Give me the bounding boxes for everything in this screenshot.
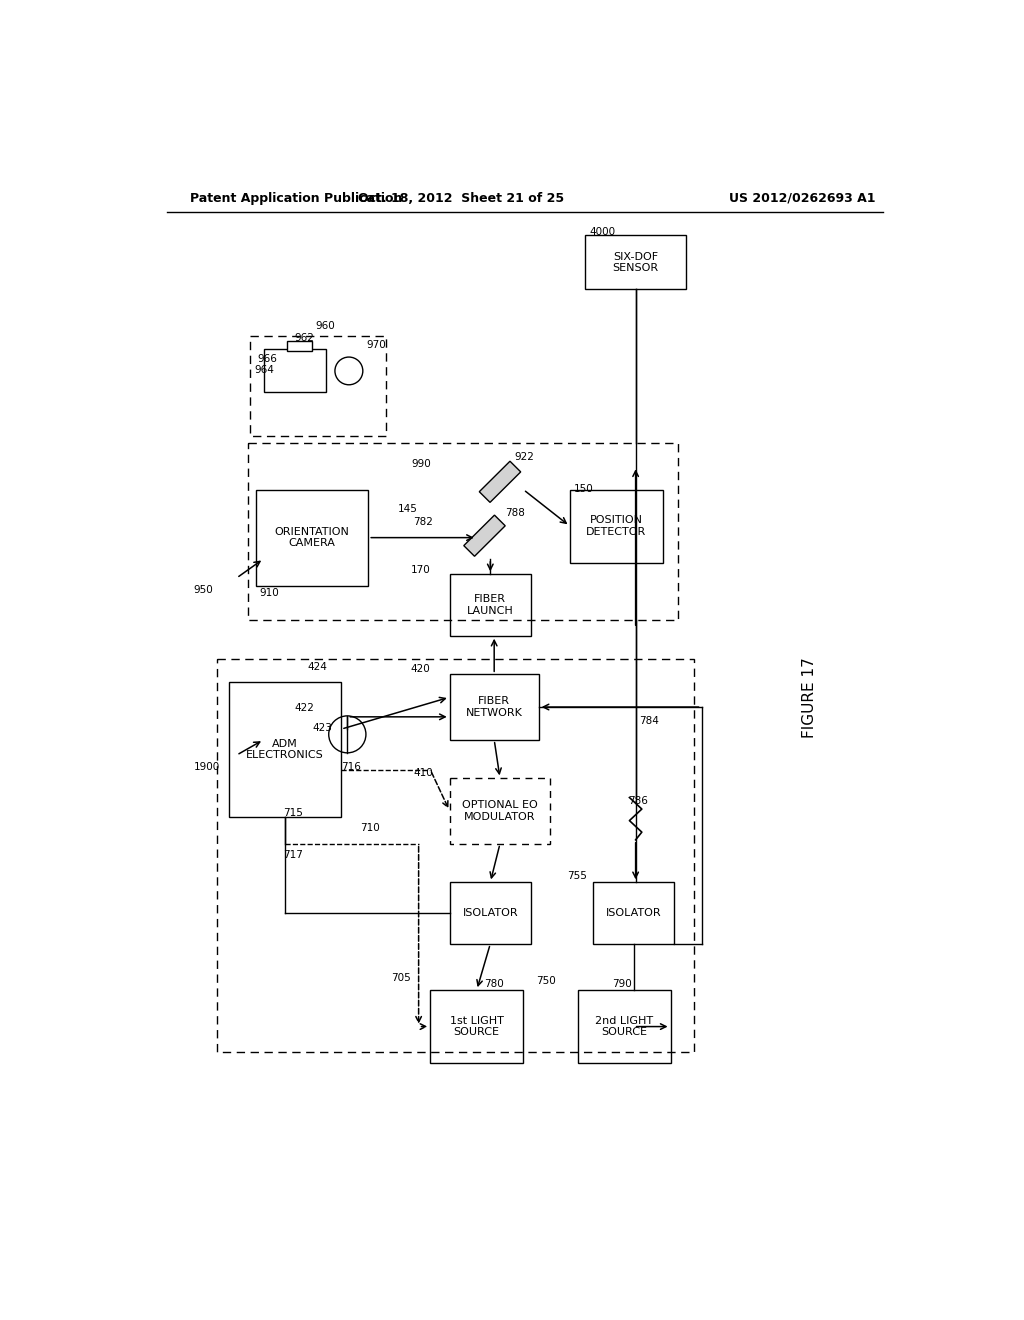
Text: Oct. 18, 2012  Sheet 21 of 25: Oct. 18, 2012 Sheet 21 of 25 [358,191,564,205]
Bar [248,444,678,620]
Text: 910: 910 [260,589,280,598]
Text: 705: 705 [391,973,412,983]
Text: 145: 145 [397,504,418,513]
Text: 966: 966 [257,354,278,363]
Text: 2nd LIGHT
SOURCE: 2nd LIGHT SOURCE [595,1016,653,1038]
Bar [256,490,369,586]
Text: 710: 710 [360,824,380,833]
Text: 964: 964 [254,366,274,375]
Text: 4000: 4000 [589,227,615,236]
Text: 170: 170 [411,565,431,576]
Bar [479,461,521,503]
Text: FIBER
NETWORK: FIBER NETWORK [466,696,522,718]
Text: 970: 970 [367,339,386,350]
Bar [217,659,693,1052]
Text: 750: 750 [537,975,556,986]
Text: 717: 717 [283,850,303,861]
Text: 788: 788 [505,508,524,517]
Bar [464,515,505,556]
Text: FIGURE 17: FIGURE 17 [803,657,817,738]
Text: 150: 150 [573,484,593,495]
Text: FIBER
LAUNCH: FIBER LAUNCH [467,594,514,616]
Bar [569,490,663,562]
Text: 782: 782 [414,517,433,527]
Text: 410: 410 [414,768,433,777]
Bar [450,882,531,944]
Text: 780: 780 [484,979,504,989]
Text: ISOLATOR: ISOLATOR [606,908,662,917]
Bar [263,350,326,392]
Text: 715: 715 [283,808,303,818]
Bar [251,335,386,436]
Text: 784: 784 [640,715,659,726]
Bar [450,574,531,636]
Text: 423: 423 [312,723,333,733]
Bar [228,682,341,817]
Text: 786: 786 [628,796,648,807]
Bar [287,341,311,351]
Text: 422: 422 [295,704,314,713]
Bar [450,779,550,843]
Text: 420: 420 [411,664,431,675]
Bar [578,990,671,1063]
Text: Patent Application Publication: Patent Application Publication [190,191,402,205]
Bar [430,990,523,1063]
Bar [593,882,675,944]
Text: SIX-DOF
SENSOR: SIX-DOF SENSOR [612,252,658,273]
Bar [586,235,686,289]
Bar [450,675,539,739]
Text: 790: 790 [612,979,632,989]
Text: OPTIONAL EO
MODULATOR: OPTIONAL EO MODULATOR [462,800,538,822]
Text: POSITION
DETECTOR: POSITION DETECTOR [586,515,646,537]
Text: US 2012/0262693 A1: US 2012/0262693 A1 [729,191,876,205]
Text: ADM
ELECTRONICS: ADM ELECTRONICS [246,739,324,760]
Text: 1st LIGHT
SOURCE: 1st LIGHT SOURCE [450,1016,504,1038]
Text: 962: 962 [295,333,314,343]
Text: 424: 424 [308,661,328,672]
Text: 960: 960 [315,321,335,331]
Text: ISOLATOR: ISOLATOR [463,908,518,917]
Text: 922: 922 [514,453,534,462]
Text: 1900: 1900 [194,762,220,772]
Text: 716: 716 [341,762,361,772]
Text: 990: 990 [411,459,431,469]
Text: ORIENTATION
CAMERA: ORIENTATION CAMERA [274,527,349,548]
Text: 755: 755 [567,871,588,880]
Text: 950: 950 [194,585,214,594]
